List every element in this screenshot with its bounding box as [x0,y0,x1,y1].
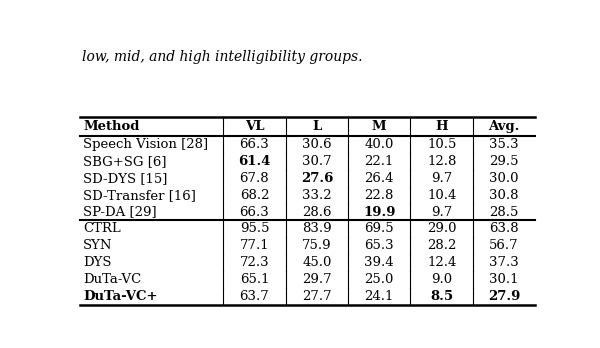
Text: 61.4: 61.4 [238,155,271,168]
Text: 37.3: 37.3 [489,256,519,269]
Text: 39.4: 39.4 [364,256,394,269]
Text: 24.1: 24.1 [365,290,394,303]
Text: SBG+SG [6]: SBG+SG [6] [83,155,167,168]
Text: DuTa-VC+: DuTa-VC+ [83,290,158,303]
Text: Method: Method [83,120,140,133]
Text: 10.4: 10.4 [427,189,457,202]
Text: 69.5: 69.5 [364,222,394,236]
Text: 25.0: 25.0 [365,273,394,286]
Text: 19.9: 19.9 [363,206,395,219]
Text: 30.1: 30.1 [490,273,519,286]
Text: H: H [436,120,448,133]
Text: 30.0: 30.0 [490,172,519,185]
Text: 35.3: 35.3 [490,138,519,151]
Text: 95.5: 95.5 [239,222,269,236]
Text: 29.7: 29.7 [302,273,332,286]
Text: 45.0: 45.0 [302,256,332,269]
Text: Avg.: Avg. [488,120,520,133]
Text: 75.9: 75.9 [302,239,332,252]
Text: 26.4: 26.4 [365,172,394,185]
Text: 9.7: 9.7 [431,206,452,219]
Text: 33.2: 33.2 [302,189,332,202]
Text: L: L [312,120,322,133]
Text: 67.8: 67.8 [239,172,269,185]
Text: 27.9: 27.9 [488,290,520,303]
Text: 9.0: 9.0 [431,273,452,286]
Text: 30.7: 30.7 [302,155,332,168]
Text: 29.0: 29.0 [427,222,457,236]
Text: 27.6: 27.6 [301,172,333,185]
Text: VL: VL [245,120,264,133]
Text: 12.4: 12.4 [427,256,457,269]
Text: M: M [372,120,386,133]
Text: Speech Vision [28]: Speech Vision [28] [83,138,208,151]
Text: 77.1: 77.1 [239,239,269,252]
Text: 30.6: 30.6 [302,138,332,151]
Text: 22.8: 22.8 [365,189,394,202]
Text: 56.7: 56.7 [490,239,519,252]
Text: SP-DA [29]: SP-DA [29] [83,206,157,219]
Text: 63.7: 63.7 [239,290,269,303]
Text: 40.0: 40.0 [365,138,394,151]
Text: CTRL: CTRL [83,222,121,236]
Text: 63.8: 63.8 [490,222,519,236]
Text: 27.7: 27.7 [302,290,332,303]
Text: 65.1: 65.1 [239,273,269,286]
Text: DYS: DYS [83,256,112,269]
Text: 66.3: 66.3 [239,138,269,151]
Text: 28.6: 28.6 [302,206,332,219]
Text: 9.7: 9.7 [431,172,452,185]
Text: 8.5: 8.5 [430,290,453,303]
Text: 30.8: 30.8 [490,189,519,202]
Text: 28.5: 28.5 [490,206,519,219]
Text: 28.2: 28.2 [427,239,457,252]
Text: 29.5: 29.5 [490,155,519,168]
Text: 10.5: 10.5 [427,138,457,151]
Text: 22.1: 22.1 [365,155,394,168]
Text: 66.3: 66.3 [239,206,269,219]
Text: SYN: SYN [83,239,113,252]
Text: 72.3: 72.3 [239,256,269,269]
Text: SD-DYS [15]: SD-DYS [15] [83,172,168,185]
Text: 12.8: 12.8 [427,155,457,168]
Text: SD-Transfer [16]: SD-Transfer [16] [83,189,196,202]
Text: low, mid, and high intelligibility groups.: low, mid, and high intelligibility group… [82,50,362,64]
Text: DuTa-VC: DuTa-VC [83,273,142,286]
Text: 68.2: 68.2 [239,189,269,202]
Text: 65.3: 65.3 [364,239,394,252]
Text: 83.9: 83.9 [302,222,332,236]
